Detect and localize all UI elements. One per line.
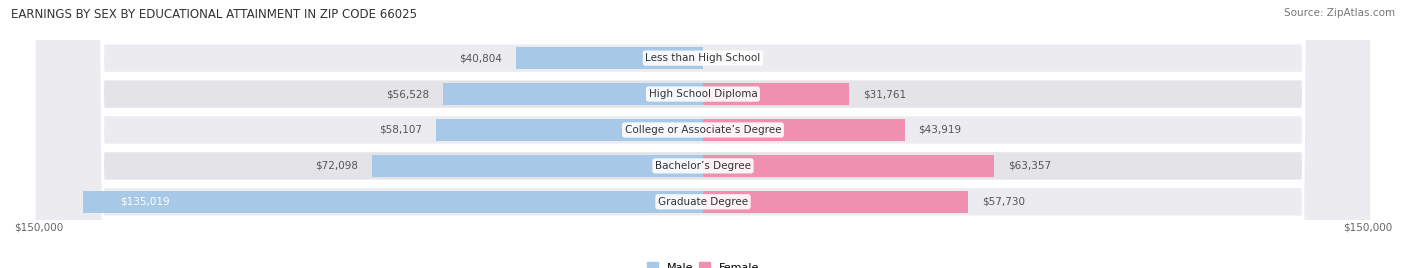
FancyBboxPatch shape	[35, 0, 1371, 268]
FancyBboxPatch shape	[35, 0, 1371, 268]
Text: $150,000: $150,000	[14, 223, 63, 233]
Text: EARNINGS BY SEX BY EDUCATIONAL ATTAINMENT IN ZIP CODE 66025: EARNINGS BY SEX BY EDUCATIONAL ATTAINMEN…	[11, 8, 418, 21]
Text: $57,730: $57,730	[981, 197, 1025, 207]
Text: $150,000: $150,000	[1343, 223, 1392, 233]
FancyBboxPatch shape	[35, 0, 1371, 268]
Text: Bachelor’s Degree: Bachelor’s Degree	[655, 161, 751, 171]
Bar	[703, 191, 969, 213]
Text: $63,357: $63,357	[1008, 161, 1050, 171]
Text: College or Associate’s Degree: College or Associate’s Degree	[624, 125, 782, 135]
Text: Source: ZipAtlas.com: Source: ZipAtlas.com	[1284, 8, 1395, 18]
Bar	[436, 119, 703, 141]
Text: Less than High School: Less than High School	[645, 53, 761, 63]
Bar	[516, 47, 703, 69]
FancyBboxPatch shape	[35, 0, 1371, 268]
Bar	[703, 119, 904, 141]
Text: $43,919: $43,919	[918, 125, 962, 135]
Legend: Male, Female: Male, Female	[643, 258, 763, 268]
Text: $31,761: $31,761	[863, 89, 905, 99]
Text: $0: $0	[717, 53, 730, 63]
Bar	[83, 191, 703, 213]
Text: $56,528: $56,528	[387, 89, 430, 99]
Bar	[703, 155, 994, 177]
Bar	[371, 155, 703, 177]
FancyBboxPatch shape	[35, 0, 1371, 268]
Text: $72,098: $72,098	[315, 161, 359, 171]
Text: $135,019: $135,019	[120, 197, 170, 207]
Text: Graduate Degree: Graduate Degree	[658, 197, 748, 207]
Bar	[443, 83, 703, 105]
Text: High School Diploma: High School Diploma	[648, 89, 758, 99]
Text: $40,804: $40,804	[458, 53, 502, 63]
Text: $58,107: $58,107	[380, 125, 422, 135]
Bar	[703, 83, 849, 105]
